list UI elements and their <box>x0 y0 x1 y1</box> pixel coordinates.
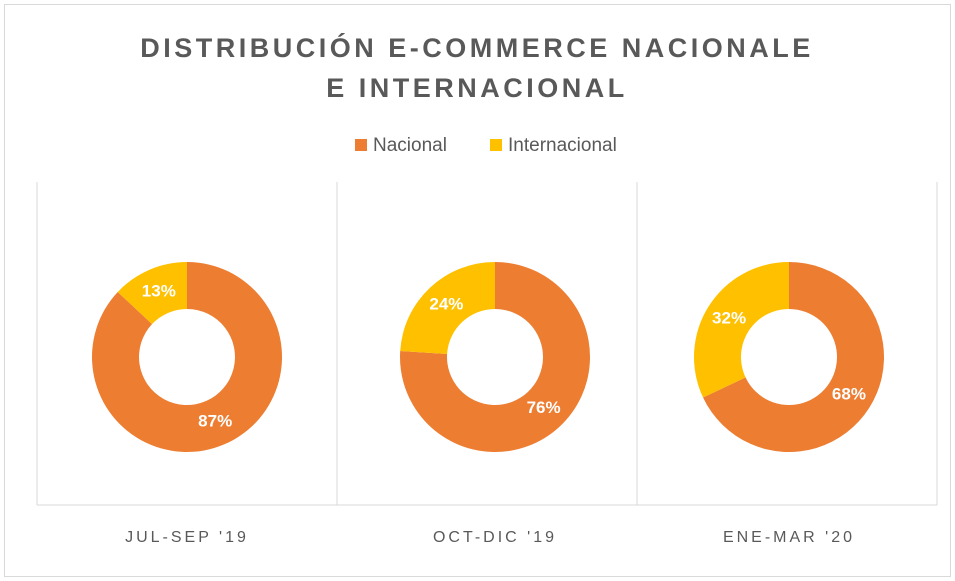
legend-swatch <box>490 139 502 151</box>
donut-segment <box>91 262 282 453</box>
donut-segment <box>400 262 591 452</box>
data-label: 13% <box>142 281 176 300</box>
category-label: OCT-DIC '19 <box>433 529 557 546</box>
chart-title: DISTRIBUCIÓN E-COMMERCE NACIONALE E INTE… <box>140 33 814 103</box>
data-label: 32% <box>712 308 746 327</box>
category-label: ENE-MAR '20 <box>723 529 855 546</box>
legend-swatch <box>355 139 367 151</box>
data-label: 24% <box>429 295 463 314</box>
legend-label: Nacional <box>373 135 447 156</box>
category-label: JUL-SEP '19 <box>125 529 249 546</box>
data-label: 76% <box>527 398 561 417</box>
data-label: 68% <box>832 385 866 404</box>
donut-segment <box>703 262 885 452</box>
legend-label: Internacional <box>508 135 617 156</box>
donut-segment <box>400 262 495 354</box>
donut-segment <box>117 262 187 325</box>
donut-segment <box>694 262 789 398</box>
data-label: 87% <box>198 412 232 431</box>
